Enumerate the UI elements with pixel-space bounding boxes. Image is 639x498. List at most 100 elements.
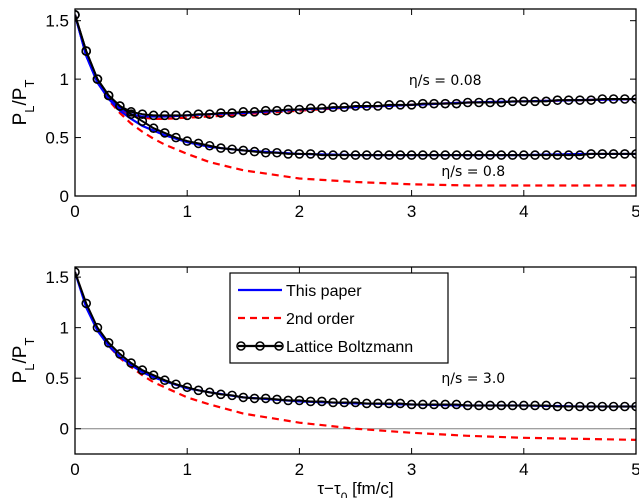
x-tick-label: 3 <box>407 202 416 221</box>
data-point <box>395 100 406 110</box>
y-tick-label: 0.5 <box>45 369 69 388</box>
data-point <box>418 150 428 160</box>
x-tick-label: 1 <box>182 202 191 221</box>
data-point <box>462 150 473 160</box>
data-point <box>148 370 159 380</box>
data-point <box>350 397 361 408</box>
data-point <box>575 401 585 412</box>
data-point <box>440 98 451 109</box>
data-point <box>518 96 529 107</box>
data-point <box>451 150 462 160</box>
data-point <box>418 98 428 109</box>
data-point <box>563 401 574 412</box>
data-point <box>541 150 552 160</box>
data-point <box>182 110 192 121</box>
data-point <box>373 150 383 160</box>
data-point <box>305 149 316 159</box>
data-point <box>317 396 327 407</box>
data-point <box>294 395 305 406</box>
data-point <box>631 401 636 412</box>
data-point <box>507 96 518 107</box>
x-tick-label: 0 <box>70 202 79 221</box>
y-tick-label: 0 <box>60 420 69 439</box>
data-point <box>496 97 507 108</box>
legend-marker <box>274 341 284 351</box>
data-point <box>81 298 92 309</box>
data-point <box>260 147 271 158</box>
data-point <box>216 143 226 153</box>
data-point <box>148 110 159 121</box>
legend-marker <box>255 341 265 351</box>
data-point <box>429 399 439 410</box>
data-point <box>249 393 260 404</box>
data-point <box>619 94 630 104</box>
data-point <box>530 96 540 107</box>
data-point <box>586 95 596 105</box>
x-tick-label: 5 <box>631 202 639 221</box>
data-point <box>171 132 181 143</box>
data-point <box>462 400 473 411</box>
data-point <box>159 110 170 121</box>
data-point <box>294 149 305 159</box>
data-point <box>485 97 495 108</box>
data-point <box>227 144 237 155</box>
data-point <box>496 150 507 160</box>
data-point <box>418 399 428 410</box>
data-point <box>328 397 338 408</box>
data-point <box>305 103 316 114</box>
data-point <box>429 150 439 160</box>
legend-label-this_paper: This paper <box>286 283 362 300</box>
data-point <box>462 97 473 108</box>
data-point <box>126 109 136 119</box>
data-point <box>530 150 540 160</box>
x-tick-label: 3 <box>407 460 416 479</box>
data-point <box>619 401 630 412</box>
data-point <box>115 101 125 111</box>
data-point <box>608 94 619 104</box>
data-point <box>272 147 282 158</box>
data-point <box>440 399 451 410</box>
data-point <box>283 149 293 159</box>
data-point <box>496 400 507 411</box>
data-point <box>204 387 215 398</box>
data-point <box>518 150 529 160</box>
data-point <box>395 150 406 160</box>
data-point <box>193 138 204 149</box>
data-point <box>216 389 226 400</box>
data-point <box>563 150 574 160</box>
data-point <box>115 349 125 359</box>
data-point <box>541 96 552 107</box>
data-point <box>530 400 540 411</box>
data-point <box>159 128 170 138</box>
x-axis-label: τ−τ0 [fm/c] <box>317 479 393 498</box>
x-tick-label: 4 <box>519 460 528 479</box>
series-annotation: η/s = 0.08 <box>409 73 482 89</box>
data-point <box>586 401 596 412</box>
data-point <box>507 150 518 160</box>
data-point <box>193 109 204 119</box>
y-tick-label: 1.5 <box>45 268 69 287</box>
y-tick-label: 1 <box>60 70 69 89</box>
data-point <box>238 392 249 403</box>
data-point <box>429 98 439 109</box>
data-point <box>294 104 305 115</box>
data-point <box>272 105 282 116</box>
data-point <box>75 10 80 20</box>
data-point <box>171 379 181 390</box>
data-point <box>137 109 148 119</box>
series-line-second_order <box>75 14 636 187</box>
data-point <box>227 108 237 118</box>
data-point <box>597 94 608 104</box>
data-point <box>541 400 552 411</box>
data-point <box>305 396 316 407</box>
data-point <box>260 105 271 116</box>
chart-panel-top: 0 1 2 3 4 5 0 0.5 1 1.5 PL/PT η/s = 0.08 η/s = 0.8 <box>10 8 639 221</box>
data-point <box>619 149 630 159</box>
data-point <box>406 399 417 410</box>
data-point <box>373 398 383 409</box>
data-point <box>406 100 417 110</box>
series-group <box>75 10 636 187</box>
y-tick-label: 0 <box>60 187 69 206</box>
data-point <box>451 399 462 410</box>
